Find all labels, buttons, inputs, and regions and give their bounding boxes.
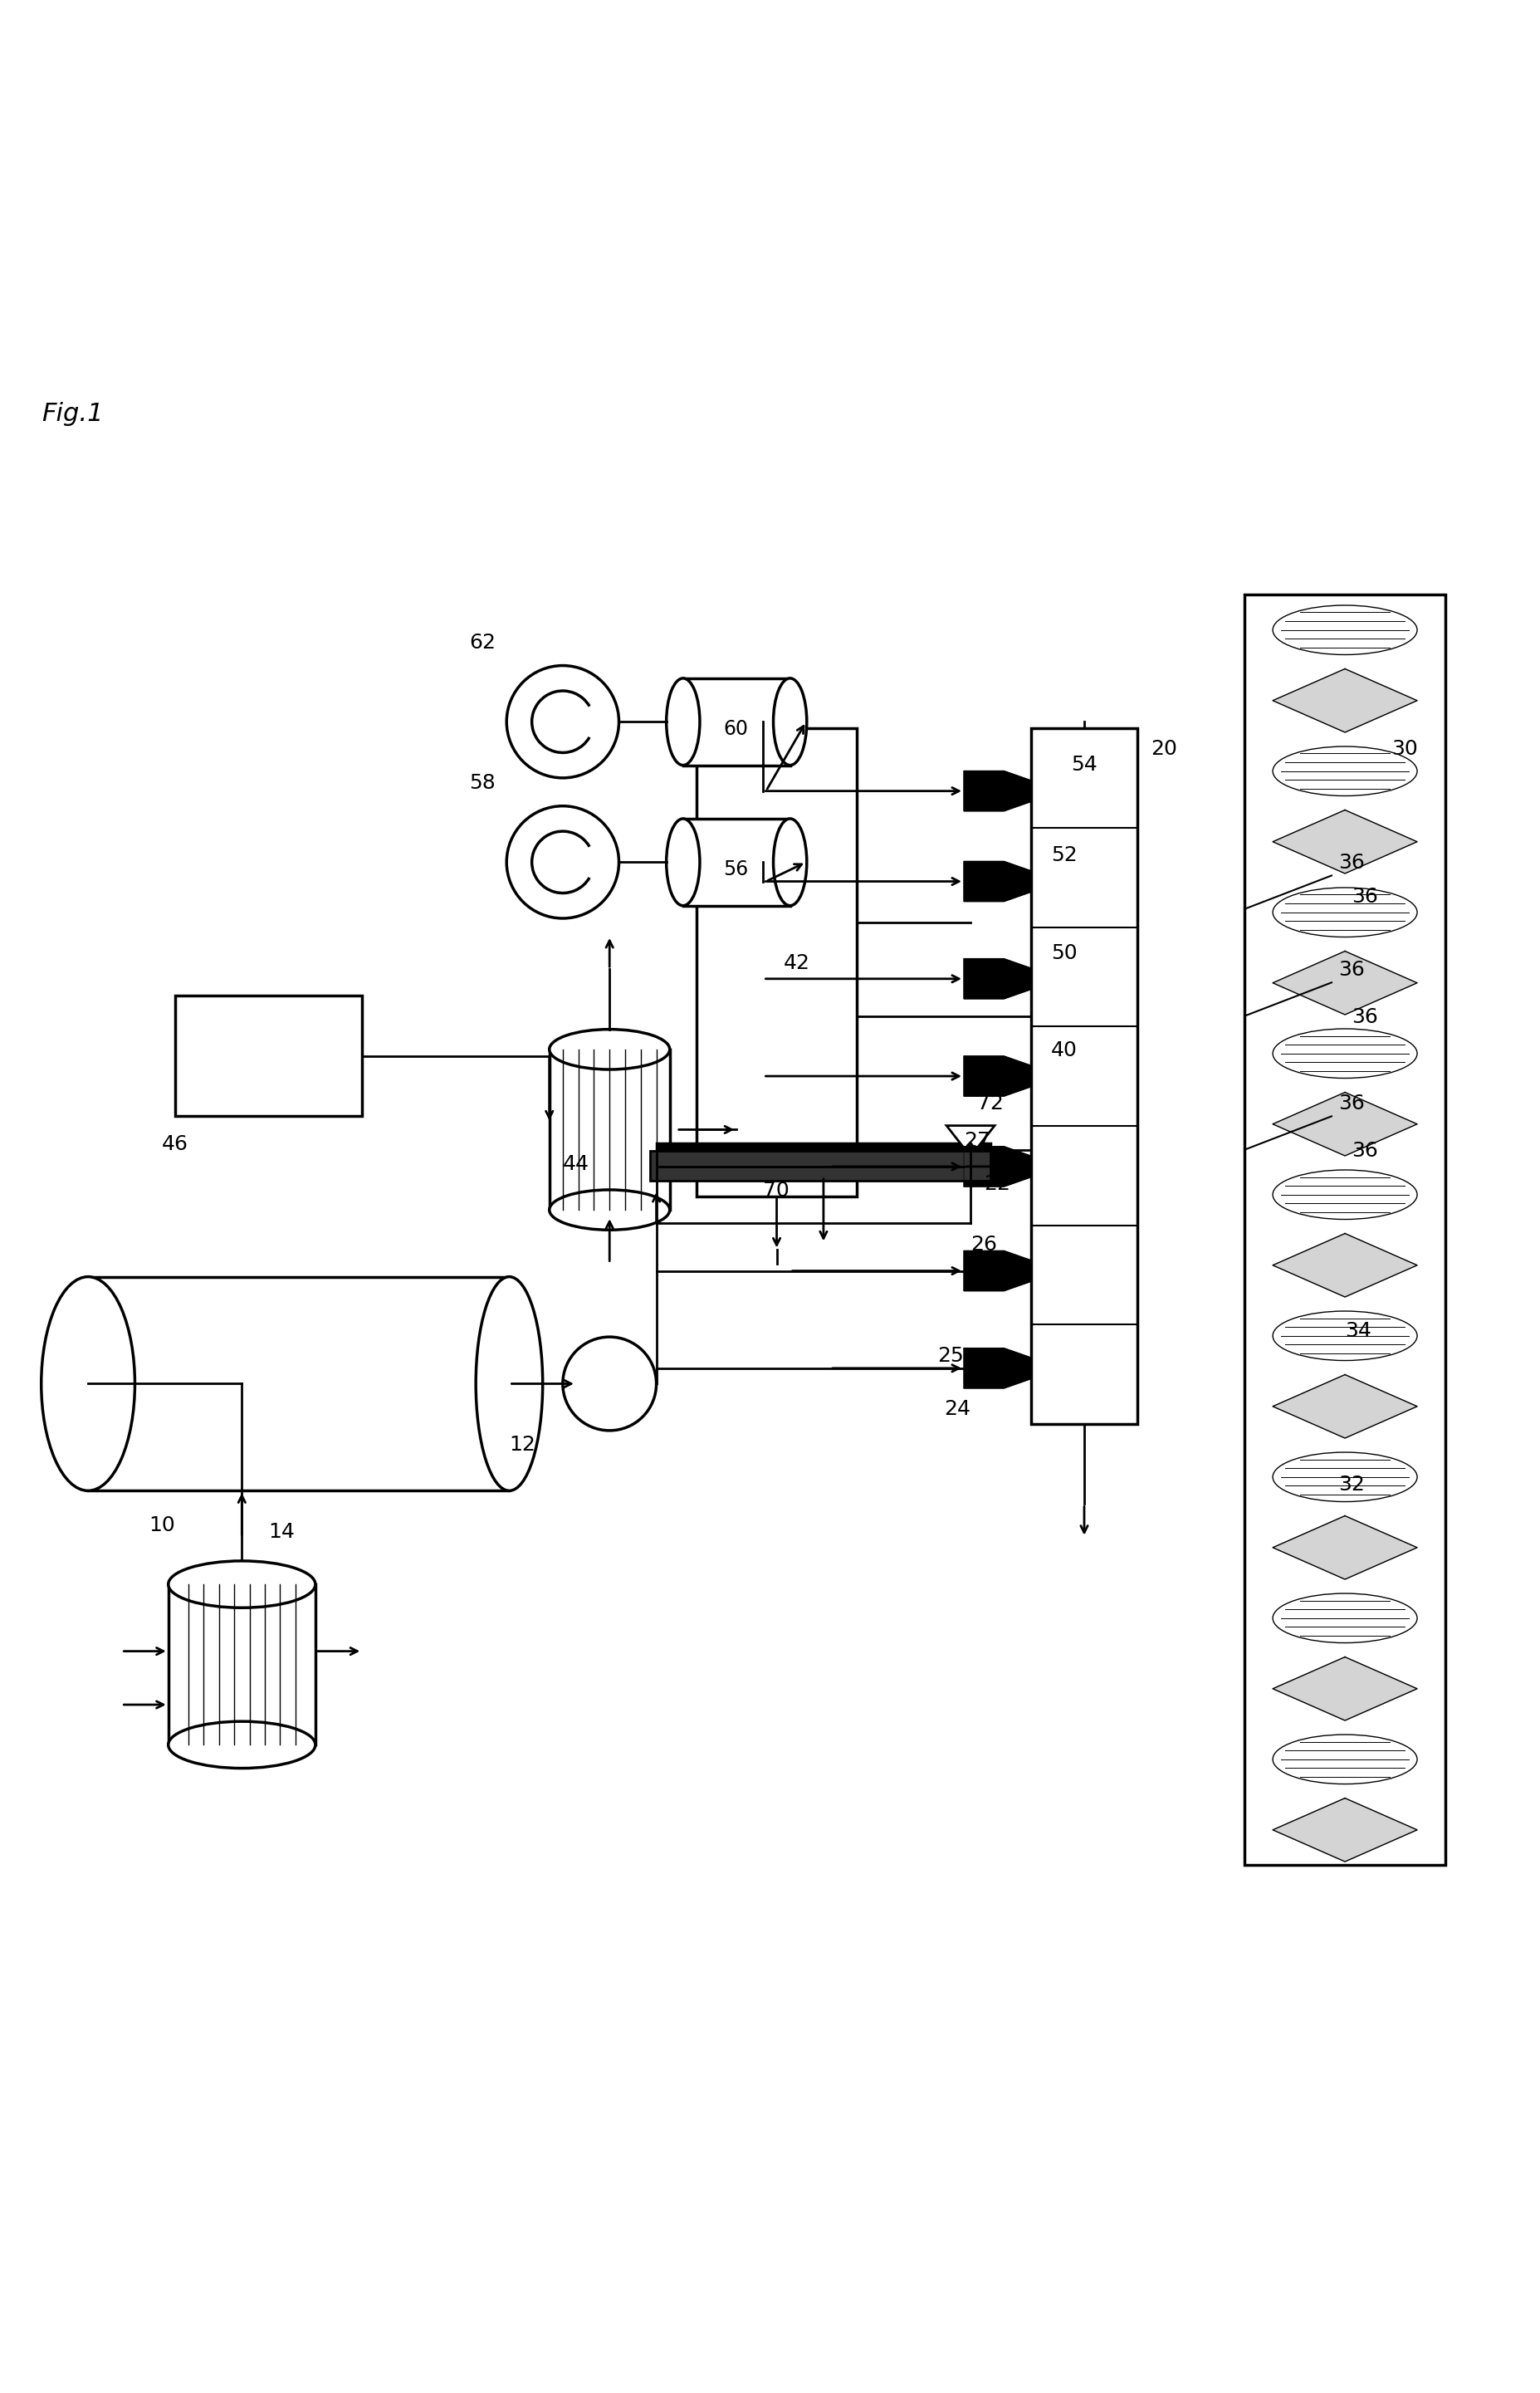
Text: 20: 20 [1150, 739, 1178, 759]
Ellipse shape [773, 818, 807, 905]
Text: 36: 36 [1338, 1094, 1364, 1113]
Ellipse shape [1272, 1311, 1417, 1362]
Polygon shape [964, 1055, 1030, 1096]
Circle shape [507, 665, 619, 778]
Ellipse shape [1272, 1029, 1417, 1079]
Ellipse shape [1272, 747, 1417, 797]
Text: 52: 52 [1050, 845, 1076, 866]
Text: 25: 25 [938, 1345, 964, 1366]
Text: 42: 42 [784, 952, 810, 974]
Polygon shape [1272, 950, 1417, 1015]
Polygon shape [964, 1347, 1030, 1388]
Text: 44: 44 [562, 1153, 590, 1175]
Polygon shape [1272, 1515, 1417, 1579]
Ellipse shape [667, 818, 699, 905]
Ellipse shape [476, 1278, 542, 1491]
Text: 72: 72 [978, 1094, 1004, 1113]
Text: 62: 62 [470, 632, 496, 653]
Ellipse shape [168, 1721, 316, 1768]
Polygon shape [1272, 1797, 1417, 1862]
Text: 26: 26 [970, 1235, 996, 1254]
Text: 10: 10 [148, 1515, 174, 1534]
Text: 56: 56 [724, 859, 748, 881]
Polygon shape [964, 1252, 1030, 1290]
Text: 12: 12 [510, 1436, 536, 1455]
Ellipse shape [667, 677, 699, 766]
Text: 50: 50 [1050, 943, 1076, 962]
Polygon shape [1272, 809, 1417, 873]
Text: 36: 36 [1338, 960, 1364, 981]
Text: 30: 30 [1392, 739, 1418, 759]
Polygon shape [964, 861, 1030, 902]
Text: Fig.1: Fig.1 [42, 402, 103, 426]
Polygon shape [947, 1144, 995, 1173]
Polygon shape [1272, 1656, 1417, 1721]
Bar [507, 1278, 547, 1491]
Text: 34: 34 [1344, 1321, 1372, 1340]
Bar [176, 995, 362, 1115]
Polygon shape [964, 1146, 1030, 1187]
Bar [1030, 727, 1138, 1424]
Text: 36: 36 [1352, 1007, 1378, 1027]
Text: 40: 40 [1050, 1041, 1078, 1060]
Polygon shape [1272, 1374, 1417, 1438]
Text: 24: 24 [944, 1400, 970, 1419]
Ellipse shape [1272, 888, 1417, 938]
Bar [650, 1151, 990, 1180]
Polygon shape [964, 771, 1030, 811]
Polygon shape [947, 1125, 995, 1156]
Circle shape [507, 806, 619, 919]
Ellipse shape [1272, 1735, 1417, 1785]
Ellipse shape [550, 1029, 670, 1070]
Polygon shape [1272, 1091, 1417, 1156]
Ellipse shape [550, 1189, 670, 1230]
Circle shape [562, 1338, 656, 1431]
Bar [684, 818, 790, 905]
Polygon shape [1272, 1232, 1417, 1297]
Ellipse shape [42, 1278, 136, 1491]
Ellipse shape [1272, 1170, 1417, 1220]
Text: 60: 60 [724, 720, 748, 739]
Polygon shape [1272, 668, 1417, 732]
Bar [1244, 596, 1445, 1864]
Text: 46: 46 [162, 1134, 188, 1153]
Bar [168, 1584, 316, 1744]
Text: 36: 36 [1352, 885, 1378, 907]
Polygon shape [964, 960, 1030, 998]
Text: 14: 14 [268, 1522, 296, 1541]
Ellipse shape [1272, 605, 1417, 656]
Text: 70: 70 [764, 1180, 790, 1201]
Text: 22: 22 [984, 1175, 1010, 1194]
Ellipse shape [1272, 1453, 1417, 1503]
Text: 58: 58 [470, 773, 496, 792]
Text: 32: 32 [1338, 1474, 1364, 1496]
Bar [550, 1051, 670, 1211]
Text: 54: 54 [1070, 756, 1096, 775]
Bar [684, 677, 790, 766]
Bar [656, 1144, 990, 1177]
Bar [696, 727, 856, 1196]
Ellipse shape [1272, 1594, 1417, 1644]
Ellipse shape [773, 677, 807, 766]
Ellipse shape [168, 1560, 316, 1608]
Text: 27: 27 [964, 1132, 990, 1151]
Bar [88, 1278, 510, 1491]
Text: 36: 36 [1352, 1141, 1378, 1161]
Text: 36: 36 [1338, 852, 1364, 873]
